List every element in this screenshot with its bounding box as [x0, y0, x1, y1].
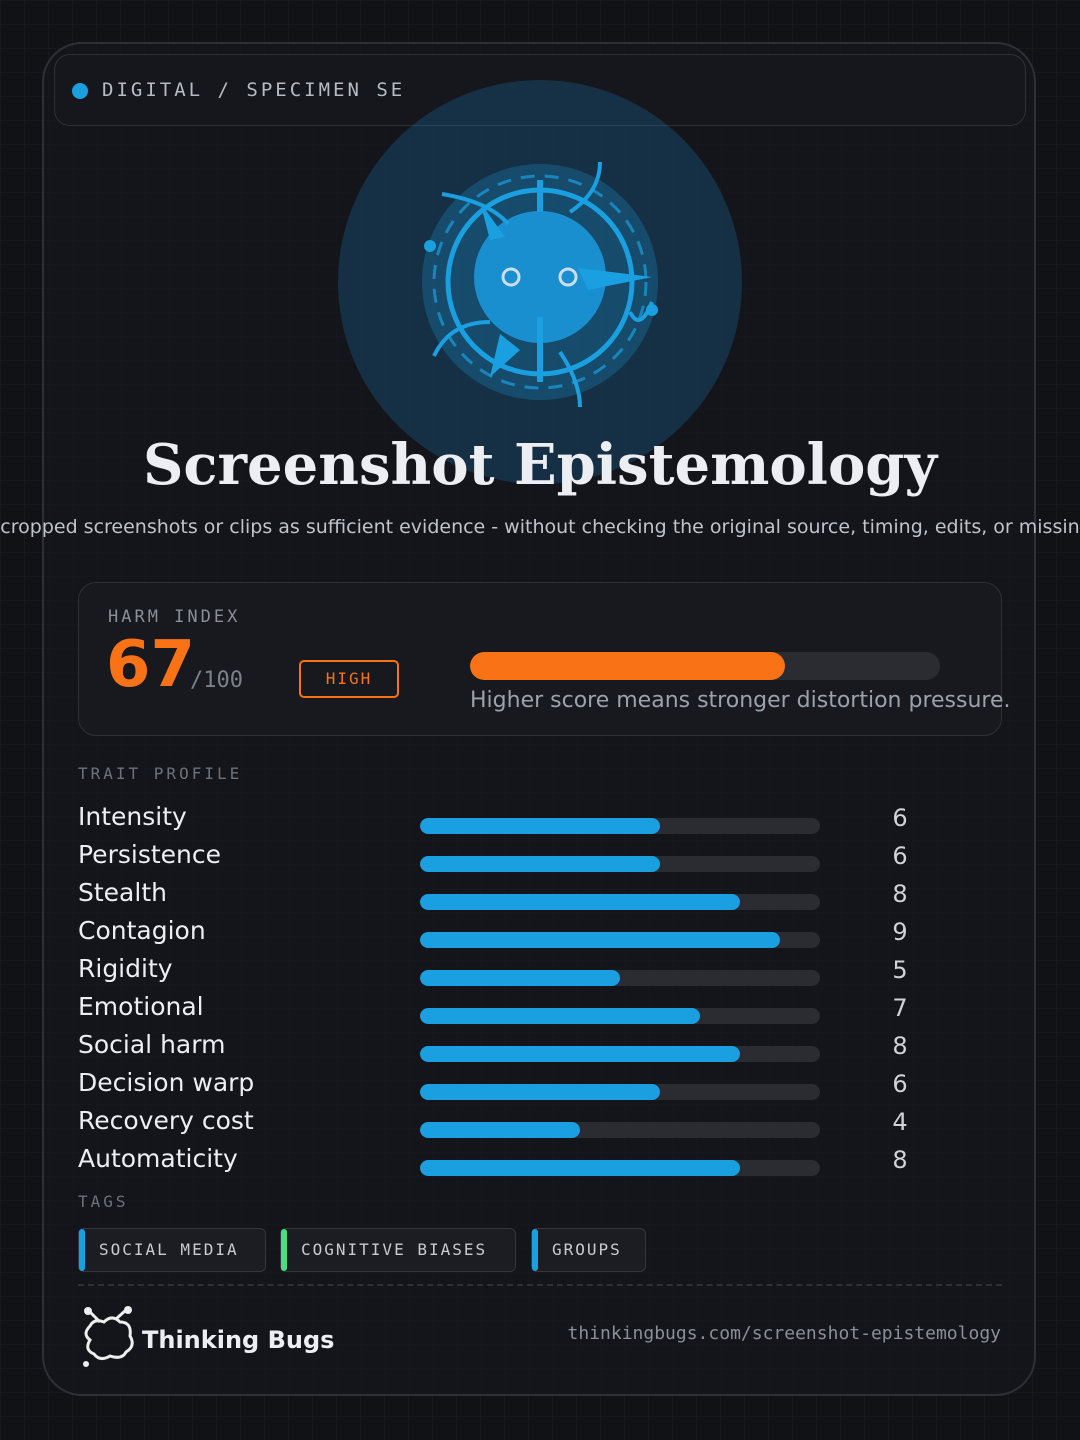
trait-bar	[420, 932, 780, 948]
trait-bar	[420, 1046, 740, 1062]
trait-name: Stealth	[78, 878, 167, 907]
trait-bar	[420, 1122, 580, 1138]
harm-max: /100	[190, 668, 243, 693]
status-dot	[72, 83, 88, 99]
tag-stripe	[532, 1229, 538, 1271]
trait-bar	[420, 818, 660, 834]
harm-track	[470, 652, 940, 680]
footer-url: thinkingbugs.com/screenshot-epistemology	[567, 1323, 1001, 1344]
trait-value: 5	[892, 956, 908, 984]
tags-label: TAGS	[78, 1192, 129, 1211]
trait-bar	[420, 1160, 740, 1176]
trait-track	[420, 1008, 820, 1024]
tag-stripe	[79, 1229, 85, 1271]
harm-score: 67	[106, 628, 196, 702]
specimen-icon	[338, 80, 742, 484]
trait-name: Social harm	[78, 1030, 226, 1059]
trait-track	[420, 1160, 820, 1176]
divider	[78, 1284, 1002, 1286]
trait-track	[420, 818, 820, 834]
trait-name: Rigidity	[78, 954, 173, 983]
tag-stripe	[281, 1229, 287, 1271]
trait-track	[420, 1046, 820, 1062]
trait-track	[420, 1084, 820, 1100]
harm-level: HIGH	[299, 660, 399, 698]
header-bar	[54, 54, 1026, 126]
harm-label: HARM INDEX	[108, 607, 241, 627]
trait-bar	[420, 1084, 660, 1100]
trait-value: 8	[892, 1146, 908, 1174]
tag: GROUPS	[531, 1228, 646, 1272]
trait-value: 8	[892, 1032, 908, 1060]
trait-track	[420, 932, 820, 948]
trait-track	[420, 970, 820, 986]
trait-value: 6	[892, 842, 908, 870]
trait-value: 6	[892, 1070, 908, 1098]
trait-value: 9	[892, 918, 908, 946]
trait-name: Intensity	[78, 802, 187, 831]
trait-name: Contagion	[78, 916, 206, 945]
harm-bar	[470, 652, 785, 680]
trait-bar	[420, 970, 620, 986]
header-label: DIGITAL / SPECIMEN SE	[102, 79, 406, 101]
brand-logo	[83, 1306, 134, 1367]
trait-track	[420, 856, 820, 872]
trait-bar	[420, 894, 740, 910]
brand-name: Thinking Bugs	[142, 1326, 335, 1354]
description: cropped screenshots or clips as sufficie…	[0, 516, 1080, 538]
trait-name: Emotional	[78, 992, 204, 1021]
tag: SOCIAL MEDIA	[78, 1228, 266, 1272]
trait-name: Recovery cost	[78, 1106, 254, 1135]
trait-track	[420, 1122, 820, 1138]
trait-bar	[420, 856, 660, 872]
traits-label: TRAIT PROFILE	[78, 764, 243, 783]
trait-value: 8	[892, 880, 908, 908]
trait-bar	[420, 1008, 700, 1024]
trait-value: 4	[892, 1108, 908, 1136]
harm-note: Higher score means stronger distortion p…	[470, 688, 1011, 713]
trait-track	[420, 894, 820, 910]
trait-name: Decision warp	[78, 1068, 255, 1097]
title: Screenshot Epistemology	[142, 432, 938, 498]
tag: COGNITIVE BIASES	[280, 1228, 516, 1272]
trait-name: Persistence	[78, 840, 221, 869]
trait-name: Automaticity	[78, 1144, 238, 1173]
trait-value: 7	[892, 994, 908, 1022]
trait-value: 6	[892, 804, 908, 832]
